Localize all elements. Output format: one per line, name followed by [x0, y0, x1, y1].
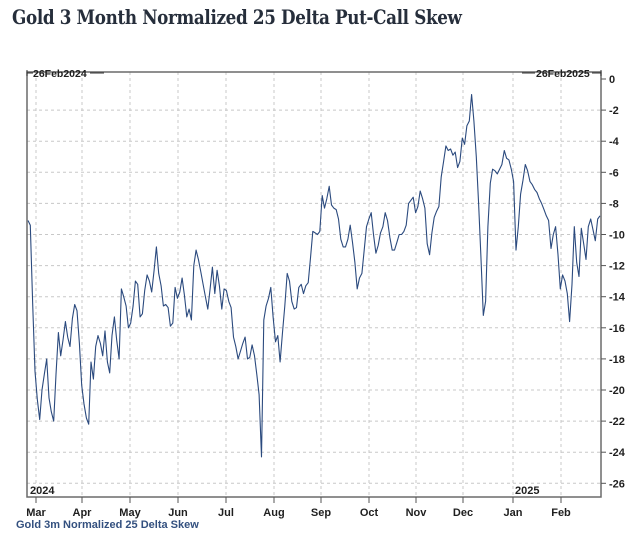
year-label-2025: 2025	[515, 485, 539, 497]
chart-title: Gold 3 Month Normalized 25 Delta Put-Cal…	[12, 6, 462, 29]
year-label-2024: 2024	[30, 485, 55, 497]
start-date-marker: 26Feb2024	[26, 68, 104, 80]
y-tick-label: -22	[609, 416, 625, 428]
x-tick-label-jan: Jan	[504, 507, 523, 519]
x-tick-label-jul: Jul	[218, 507, 234, 519]
y-tick-label: -10	[609, 230, 625, 242]
series-line	[27, 93, 601, 458]
plot-frame	[26, 71, 602, 498]
y-tick-label: -8	[609, 198, 619, 210]
y-tick-label: 0	[609, 74, 615, 86]
x-tick-label-mar: Mar	[26, 507, 46, 519]
x-tick-label-sep: Sep	[311, 507, 331, 519]
y-tick-label: -4	[609, 136, 620, 148]
y-tick-label: -12	[609, 261, 625, 273]
y-tick-label: -16	[609, 323, 625, 335]
x-tick-label-jun: Jun	[168, 507, 188, 519]
y-tick-label: -18	[609, 354, 625, 366]
y-axis: 0 -2 -4 -6 -8 -10 -12 -14 -16 -18 -20 -22 -24 -26	[601, 74, 626, 490]
end-date-marker: 26Feb2025	[522, 68, 602, 80]
x-axis: Mar Apr May Jun Jul Aug Sep Oct Nov Dec Jan Feb	[26, 497, 571, 519]
x-tick-label-may: May	[119, 507, 141, 519]
x-tick-label-apr: Apr	[73, 507, 93, 519]
y-tick-label: -14	[609, 292, 626, 304]
end-date-label: 26Feb2025	[536, 68, 590, 80]
gridlines	[27, 72, 601, 497]
y-tick-label: -24	[609, 447, 626, 459]
x-tick-label-nov: Nov	[406, 507, 428, 519]
x-tick-label-aug: Aug	[263, 507, 284, 519]
x-tick-label-dec: Dec	[453, 507, 473, 519]
x-tick-label-feb: Feb	[551, 507, 571, 519]
y-tick-label: -6	[609, 167, 619, 179]
series-legend-label: Gold 3m Normalized 25 Delta Skew	[16, 519, 199, 531]
y-tick-label: -2	[609, 105, 619, 117]
y-tick-label: -20	[609, 385, 625, 397]
x-tick-label-oct: Oct	[360, 507, 379, 519]
start-date-label: 26Feb2024	[33, 68, 87, 80]
y-tick-label: -26	[609, 478, 625, 490]
